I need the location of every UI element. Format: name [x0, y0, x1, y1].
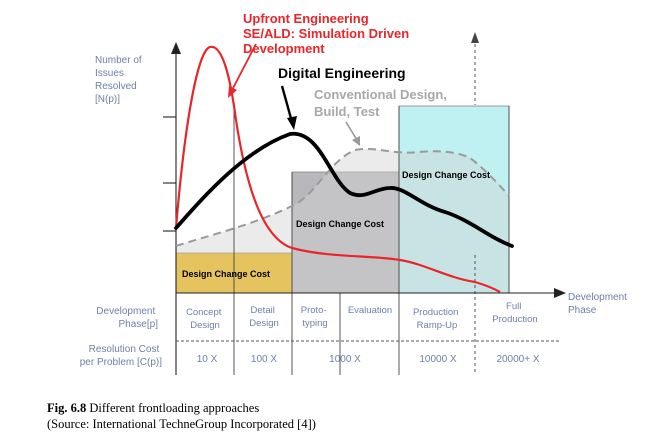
upfront-curve [174, 45, 501, 293]
y-axis-arrow [171, 42, 181, 54]
phase-prototyping: Proto- typing [301, 305, 330, 329]
phase-detail-design: Detail Design [249, 305, 279, 329]
figure-number: Fig. 6.8 [47, 401, 87, 415]
axes [163, 48, 560, 375]
figure-caption: Fig. 6.8 Different frontloading approach… [47, 400, 316, 432]
cost-label-proto: Design Change Cost [296, 219, 384, 229]
cost-full-production: 20000+ X [496, 354, 539, 365]
production-arrow [471, 32, 479, 43]
digital-pointer-head [287, 116, 297, 130]
caption-title: Different frontloading approaches [89, 401, 260, 415]
upfront-label: Upfront Engineering SE/ALD: Simulation D… [243, 11, 413, 56]
conventional-pointer-head [352, 136, 360, 146]
y-axis-label: Number of Issues Resolved [N(p)] [95, 55, 144, 105]
phase-concept-design: Concept Design [186, 307, 224, 331]
digital-pointer [280, 85, 294, 123]
upfront-pointer [230, 43, 257, 93]
digital-label: Digital Engineering [278, 65, 406, 81]
digital-curve [174, 132, 514, 248]
cost-detail: 100 X [251, 354, 277, 365]
upfront-pointer-head [228, 86, 237, 98]
conventional-curve [175, 147, 510, 247]
phase-production-rampup: Production Ramp-Up [413, 307, 461, 331]
phase-evaluation: Evaluation [348, 305, 392, 316]
cost-production: 10000 X [419, 354, 457, 365]
cost-row-label: Resolution Cost per Problem [C(p)] [80, 344, 162, 368]
caption-title-line: Fig. 6.8 Different frontloading approach… [47, 400, 316, 416]
x-axis-label: Development Phase [568, 292, 630, 316]
cost-proto-eval: 1000 X [329, 354, 361, 365]
cost-label-concept: Design Change Cost [182, 269, 270, 279]
conventional-area [176, 148, 509, 293]
phase-full-production: Full Production [492, 301, 537, 325]
conventional-pointer [345, 121, 358, 141]
conventional-label: Conventional Design, Build, Test [314, 87, 451, 119]
caption-source: (Source: International TechneGroup Incor… [47, 417, 316, 431]
x-axis-arrow [554, 288, 566, 298]
cost-label-production: Design Change Cost [402, 170, 490, 180]
cost-concept: 10 X [197, 354, 218, 365]
phase-row-label: Development Phase[p] [96, 306, 158, 330]
